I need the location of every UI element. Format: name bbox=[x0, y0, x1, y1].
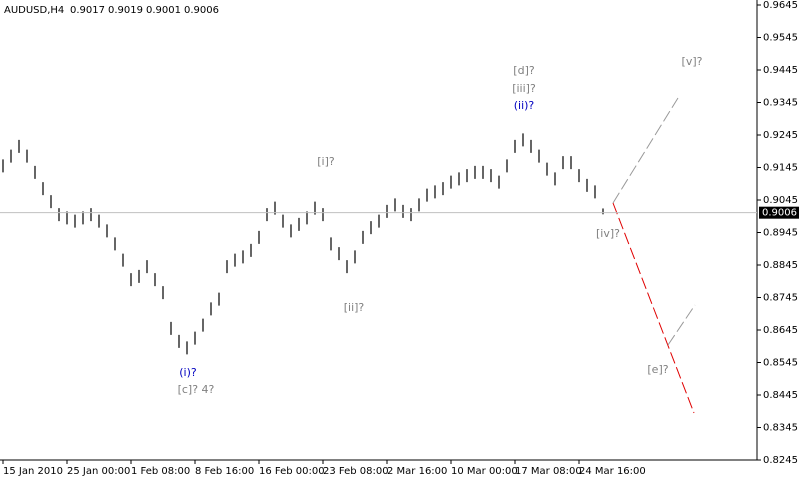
x-tick-label: 10 Mar 00:00 bbox=[451, 466, 518, 477]
y-tick-label: 0.9145 bbox=[763, 163, 798, 174]
projection-up bbox=[612, 97, 679, 204]
wave-label: [iii]? bbox=[512, 82, 536, 95]
projection-e bbox=[667, 304, 696, 346]
y-tick-label: 0.9345 bbox=[763, 98, 798, 109]
last-price-label: 0.9006 bbox=[762, 208, 797, 219]
y-tick-label: 0.9545 bbox=[763, 33, 798, 44]
y-tick-label: 0.8645 bbox=[763, 325, 798, 336]
wave-label: [ii]? bbox=[344, 301, 365, 314]
wave-label: [i]? bbox=[317, 155, 335, 168]
x-tick-label: 24 Mar 16:00 bbox=[579, 466, 646, 477]
y-tick-label: 0.9645 bbox=[763, 0, 798, 11]
y-tick-label: 0.8245 bbox=[763, 455, 798, 466]
y-tick-label: 0.8345 bbox=[763, 423, 798, 434]
wave-label: [e]? bbox=[647, 363, 668, 376]
wave-label: (i)? bbox=[179, 366, 197, 379]
wave-label: [v]? bbox=[682, 55, 703, 68]
ohlc-value: 0.9019 bbox=[108, 5, 143, 16]
ohlc-value: 0.9006 bbox=[184, 5, 219, 16]
projection-down bbox=[612, 202, 695, 414]
x-tick-label: 17 Mar 08:00 bbox=[515, 466, 582, 477]
wave-label: [d]? bbox=[513, 64, 535, 77]
last-price-box bbox=[759, 206, 799, 219]
y-tick-label: 0.8745 bbox=[763, 293, 798, 304]
y-tick-label: 0.8945 bbox=[763, 228, 798, 239]
x-tick-label: 16 Feb 00:00 bbox=[259, 466, 325, 477]
x-tick-label: 8 Feb 16:00 bbox=[195, 466, 254, 477]
wave-label: [c]? 4? bbox=[178, 383, 215, 396]
y-tick-label: 0.8445 bbox=[763, 390, 798, 401]
ohlc-value: 0.9017 bbox=[70, 5, 105, 16]
wave-label: [iv]? bbox=[596, 227, 620, 240]
y-tick-label: 0.9445 bbox=[763, 65, 798, 76]
y-tick-label: 0.8545 bbox=[763, 358, 798, 369]
wave-label: (ii)? bbox=[514, 99, 535, 112]
x-tick-label: 2 Mar 16:00 bbox=[387, 466, 447, 477]
y-tick-label: 0.8845 bbox=[763, 260, 798, 271]
x-tick-label: 1 Feb 08:00 bbox=[131, 466, 190, 477]
symbol: AUDUSD,H4 bbox=[4, 5, 64, 16]
y-tick-label: 0.9245 bbox=[763, 130, 798, 141]
x-tick-label: 15 Jan 2010 bbox=[3, 466, 63, 477]
x-tick-label: 25 Jan 00:00 bbox=[67, 466, 130, 477]
ohlc-value: 0.9001 bbox=[146, 5, 181, 16]
y-tick-label: 0.9045 bbox=[763, 195, 798, 206]
x-tick-label: 23 Feb 08:00 bbox=[323, 466, 389, 477]
